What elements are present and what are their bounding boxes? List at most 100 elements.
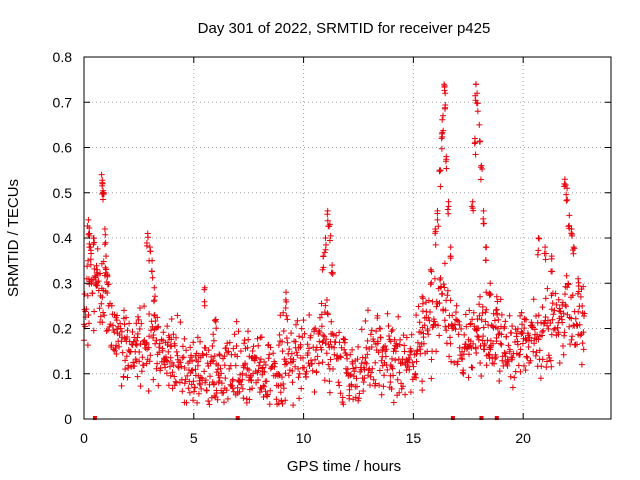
- data-point: [283, 360, 290, 367]
- data-point: [536, 347, 543, 354]
- spike-point: [486, 292, 493, 299]
- spike-point: [569, 247, 576, 253]
- data-point: [295, 365, 302, 372]
- data-point: [443, 327, 450, 334]
- data-point: [394, 376, 401, 383]
- data-point: [270, 350, 277, 357]
- data-point: [296, 370, 303, 377]
- data-point: [123, 353, 130, 360]
- data-point: [540, 327, 547, 334]
- data-point: [470, 309, 477, 316]
- data-point: [521, 315, 528, 322]
- data-point: [535, 336, 542, 343]
- data-point: [202, 379, 209, 386]
- data-point: [526, 334, 533, 341]
- spike-point: [476, 121, 483, 128]
- data-point: [505, 358, 512, 365]
- data-point: [548, 331, 555, 338]
- spike-point: [322, 235, 329, 241]
- data-point: [495, 316, 502, 323]
- data-point: [246, 396, 253, 403]
- data-point: [103, 328, 110, 334]
- data-point: [120, 373, 127, 380]
- data-point: [238, 381, 245, 388]
- data-point: [229, 385, 236, 392]
- data-point: [84, 292, 91, 299]
- spike-point: [212, 317, 218, 324]
- data-point: [260, 382, 267, 389]
- data-point: [574, 341, 580, 348]
- data-point: [246, 367, 252, 373]
- data-point: [195, 358, 202, 365]
- data-point: [296, 395, 303, 402]
- data-point: [295, 374, 302, 381]
- data-point: [355, 343, 362, 350]
- data-point: [309, 367, 316, 374]
- data-point: [282, 397, 289, 404]
- data-point: [221, 362, 228, 369]
- data-point: [96, 305, 103, 312]
- data-point: [446, 353, 453, 360]
- data-point: [389, 355, 395, 362]
- spike-point: [419, 308, 426, 315]
- data-point: [374, 338, 381, 345]
- data-point: [118, 382, 125, 389]
- spike-point: [100, 196, 106, 203]
- data-point: [375, 349, 382, 356]
- data-point: [330, 366, 336, 372]
- data-point: [453, 309, 459, 316]
- data-point: [208, 353, 215, 360]
- data-point: [555, 296, 562, 303]
- data-point: [240, 395, 247, 402]
- data-point: [289, 379, 296, 386]
- spike-point: [104, 273, 111, 280]
- spike-point: [471, 140, 478, 147]
- data-point: [181, 365, 188, 371]
- data-point: [562, 301, 569, 308]
- data-point: [143, 341, 150, 347]
- data-point: [523, 353, 530, 360]
- spike-point: [568, 230, 575, 237]
- data-point: [383, 346, 390, 353]
- spike-point: [93, 282, 100, 289]
- data-point: [498, 331, 505, 338]
- data-point: [381, 372, 387, 379]
- data-point: [568, 336, 575, 343]
- data-point: [421, 322, 428, 329]
- data-point: [350, 365, 357, 372]
- data-point: [261, 383, 268, 390]
- data-point: [264, 391, 271, 398]
- data-point: [392, 348, 399, 355]
- data-point: [167, 354, 174, 361]
- data-point: [221, 353, 228, 360]
- data-point: [444, 287, 451, 294]
- data-point: [333, 332, 340, 339]
- data-point: [560, 351, 567, 358]
- data-point: [168, 316, 175, 322]
- data-point: [428, 356, 435, 363]
- data-point: [111, 329, 118, 336]
- data-point: [293, 349, 300, 356]
- spike-point: [102, 231, 109, 238]
- data-point: [165, 339, 171, 346]
- y-tick-label: 0.3: [53, 275, 73, 291]
- data-point: [279, 348, 286, 355]
- data-point: [303, 368, 310, 375]
- data-point: [98, 300, 105, 307]
- data-point: [321, 333, 328, 340]
- data-point: [119, 349, 126, 356]
- data-point: [146, 311, 153, 317]
- grid-lines: [84, 57, 611, 419]
- data-point: [254, 335, 261, 342]
- data-point: [508, 329, 515, 336]
- spike-point: [419, 293, 426, 300]
- data-point: [245, 328, 251, 335]
- data-point: [91, 265, 98, 272]
- x-tick-label: 15: [406, 430, 422, 446]
- data-point: [108, 302, 115, 309]
- y-tick-label: 0.5: [53, 185, 73, 201]
- data-point: [131, 363, 138, 369]
- spike-point: [542, 244, 549, 251]
- data-point: [347, 351, 354, 358]
- spike-point: [103, 266, 109, 273]
